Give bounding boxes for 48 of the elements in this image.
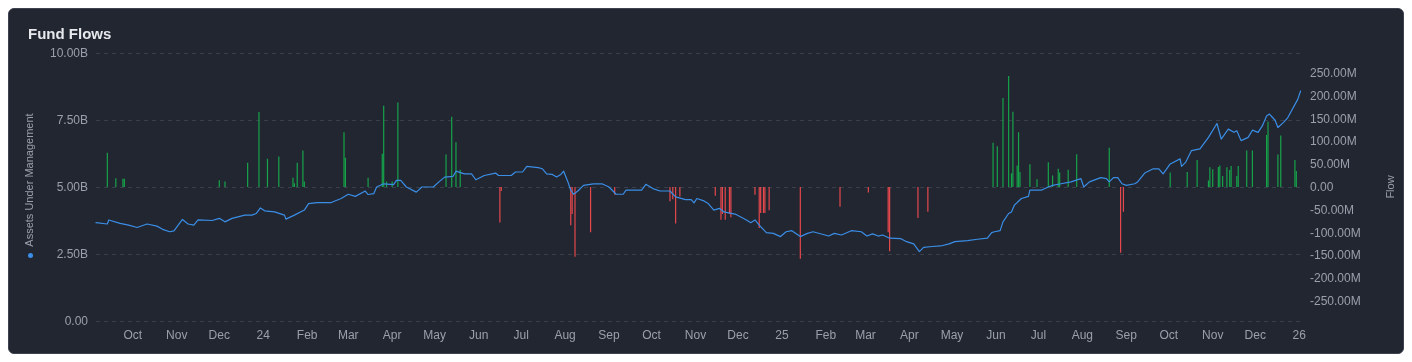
y-axis-title: Assets Under Management: [22, 113, 35, 247]
x-tick-label: 24: [256, 328, 271, 342]
y2-tick-label: -200.00M: [1310, 271, 1361, 286]
x-tick-label: Dec: [208, 328, 230, 342]
y-tick-label: 2.50B: [56, 247, 88, 261]
y2-tick-label: 50.00M: [1310, 157, 1351, 172]
y2-tick-label: 150.00M: [1310, 111, 1357, 126]
x-tick-label: Apr: [900, 328, 919, 342]
x-tick-label: Dec: [727, 328, 749, 342]
y-tick-label: 0.00: [64, 314, 89, 328]
line-series: [95, 90, 1302, 253]
x-tick-label: 25: [775, 328, 789, 342]
x-tick-label: Oct: [642, 328, 662, 342]
x-tick-label: Feb: [296, 328, 318, 342]
x-tick-label: Apr: [382, 328, 402, 342]
x-tick-label: Nov: [166, 328, 188, 342]
x-tick-label: Nov: [684, 328, 707, 342]
y2-tick-label: 100.00M: [1310, 134, 1357, 149]
x-tick-label: Jun: [986, 328, 1006, 342]
x-tick-label: Sep: [598, 328, 621, 342]
y-tick-label: 7.50B: [56, 113, 88, 127]
x-tick-label: Feb: [815, 328, 837, 342]
y2-axis-title: Flow: [1383, 175, 1396, 199]
x-tick-label: Oct: [1159, 328, 1179, 342]
x-tick-label: May: [423, 328, 447, 342]
x-tick-label: Nov: [1202, 328, 1224, 342]
x-tick-label: Mar: [855, 328, 876, 342]
y-tick-label: 5.00B: [56, 180, 88, 194]
y2-tick-label: 200.00M: [1310, 88, 1357, 103]
x-tick-label: Mar: [337, 328, 359, 342]
y2-tick-label: -50.00M: [1310, 202, 1355, 217]
y-tick-label: 10.00B: [49, 46, 88, 60]
y2-tick-label: -250.00M: [1310, 294, 1361, 309]
x-tick-label: Jun: [468, 328, 489, 342]
x-tick-label: Jul: [513, 328, 529, 342]
x-tick-label: Oct: [123, 328, 143, 342]
chart-title: Fund Flows: [28, 25, 112, 42]
x-tick-label: May: [940, 328, 964, 342]
x-tick-label: 26: [1292, 328, 1307, 342]
y2-tick-label: -100.00M: [1310, 225, 1361, 240]
x-tick-label: Aug: [1071, 328, 1094, 342]
x-tick-label: Aug: [554, 328, 576, 342]
x-tick-label: Jul: [1030, 328, 1047, 342]
x-tick-label: Sep: [1115, 328, 1138, 342]
y2-tick-label: 0.00: [1310, 180, 1334, 194]
y2-tick-label: -150.00M: [1310, 248, 1361, 263]
y2-tick-label: 250.00M: [1310, 65, 1357, 80]
x-tick-label: Dec: [1244, 328, 1266, 342]
